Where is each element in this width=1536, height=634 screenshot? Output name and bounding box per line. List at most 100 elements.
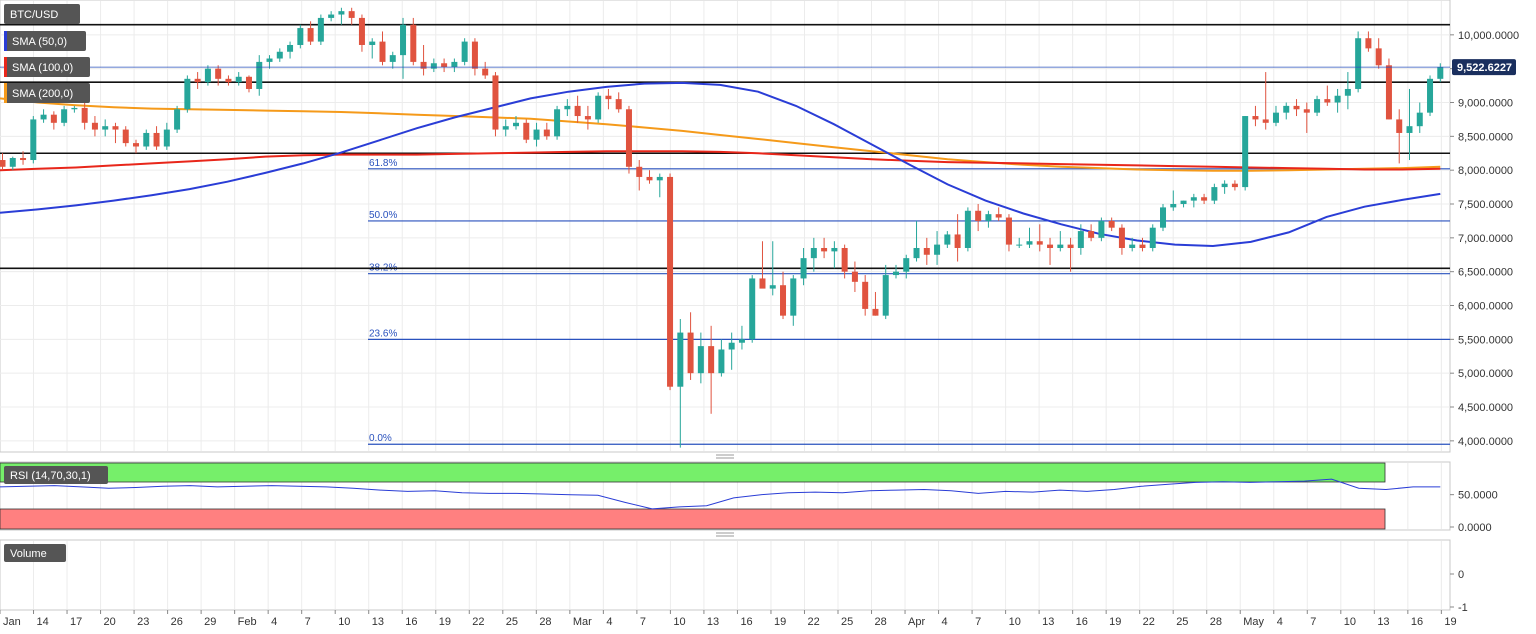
- symbol-tag[interactable]: BTC/USD: [4, 4, 80, 24]
- time-label: 23: [137, 616, 149, 628]
- candle-body: [975, 210, 982, 221]
- rsi-oversold-zone: [0, 508, 1386, 530]
- time-label: 25: [1176, 616, 1188, 628]
- pane-resize-handle-2[interactable]: [716, 532, 734, 537]
- time-label: Apr: [908, 616, 925, 628]
- time-label: 4: [606, 616, 612, 628]
- time-label: 22: [807, 616, 819, 628]
- candle-body: [821, 247, 828, 252]
- candle-body: [441, 63, 448, 68]
- candle-body: [954, 234, 961, 248]
- time-label: 25: [506, 616, 518, 628]
- time-label: 19: [439, 616, 451, 628]
- candle-body: [1180, 200, 1187, 205]
- candle-body: [1385, 65, 1392, 120]
- candle-body: [913, 247, 920, 259]
- candle-body: [1005, 217, 1012, 245]
- candle-body: [358, 17, 365, 45]
- time-label: 4: [271, 616, 277, 628]
- candle-body: [400, 24, 407, 56]
- candle-body: [656, 176, 663, 181]
- main-grid: [0, 1, 1450, 451]
- time-label: 7: [975, 616, 981, 628]
- sma200-line: [0, 97, 1441, 172]
- sma50-tag[interactable]: SMA (50,0): [4, 31, 86, 51]
- candle-body: [1314, 99, 1321, 113]
- time-label: 28: [1210, 616, 1222, 628]
- time-label: 16: [1076, 616, 1088, 628]
- volume-pane[interactable]: [0, 539, 1451, 611]
- candle-body: [1355, 38, 1362, 89]
- candle-body: [1129, 244, 1136, 248]
- candle-body: [625, 109, 632, 167]
- candle-body: [256, 61, 263, 89]
- price-label: 8,500.0000: [1458, 131, 1513, 143]
- candle-body: [944, 234, 951, 245]
- candle-body: [492, 75, 499, 130]
- candle-body: [533, 129, 540, 140]
- time-label: 7: [1310, 616, 1316, 628]
- time-label: 19: [774, 616, 786, 628]
- volume-axis: 0 -1: [1450, 569, 1468, 614]
- time-label: 7: [640, 616, 646, 628]
- candle-body: [9, 157, 16, 167]
- candle-body: [554, 109, 561, 137]
- sma100-label: SMA (100,0): [12, 62, 73, 74]
- rsi-overbought-zone: [0, 462, 1386, 483]
- candle-body: [646, 176, 653, 181]
- candle-body: [50, 114, 57, 123]
- time-label: 4: [942, 616, 948, 628]
- candle-body: [1201, 197, 1208, 201]
- time-label: 22: [472, 616, 484, 628]
- candle-body: [20, 157, 27, 161]
- pane-resize-handle-1[interactable]: [716, 454, 734, 459]
- candle-body: [995, 214, 1002, 218]
- candle-body: [1139, 244, 1146, 248]
- time-axis: Jan 14 17 20 23 26 29 Feb 4 7 10 13 16 19 22 25 28 Mar 4 7 1…: [0, 610, 1457, 628]
- candle-body: [40, 114, 47, 120]
- candle-body: [1427, 78, 1434, 113]
- sma100-tag[interactable]: SMA (100,0): [4, 57, 90, 77]
- time-label: 4: [1277, 616, 1283, 628]
- volume-tick-label: 0: [1458, 569, 1464, 581]
- candle-body: [1262, 119, 1269, 123]
- time-label: Mar: [573, 616, 592, 628]
- candle-body: [1396, 119, 1403, 133]
- volume-tag[interactable]: Volume: [4, 544, 66, 562]
- candle-body: [780, 285, 787, 316]
- candle-body: [1067, 244, 1074, 248]
- candle-body: [461, 41, 468, 62]
- fib-label: 23.6%: [369, 328, 397, 339]
- sma200-label: SMA (200,0): [12, 88, 73, 100]
- candles: [0, 7, 1444, 448]
- sma50-line: [0, 81, 1441, 248]
- candle-body: [523, 122, 530, 140]
- time-label: 22: [1143, 616, 1155, 628]
- candle-body: [759, 278, 766, 289]
- candle-body: [872, 308, 879, 316]
- main-plot-area[interactable]: [0, 0, 1451, 453]
- time-label: 10: [1009, 616, 1021, 628]
- sma-lines: [0, 81, 1441, 248]
- candle-body: [985, 214, 992, 221]
- candle-body: [0, 160, 6, 167]
- volume-label: Volume: [10, 548, 47, 560]
- rsi-tag[interactable]: RSI (14,70,30,1): [4, 466, 108, 484]
- time-label: 16: [1411, 616, 1423, 628]
- candle-body: [174, 109, 181, 130]
- price-label: 5,500.0000: [1458, 334, 1513, 346]
- candle-body: [841, 247, 848, 272]
- candle-body: [379, 41, 386, 62]
- candle-body: [1118, 227, 1125, 248]
- candle-body: [1416, 112, 1423, 127]
- candle-body: [1231, 183, 1238, 188]
- time-label: 10: [1344, 616, 1356, 628]
- sma200-tag[interactable]: SMA (200,0): [4, 83, 90, 103]
- price-label: 7,500.0000: [1458, 199, 1513, 211]
- price-label: 7,000.0000: [1458, 233, 1513, 245]
- time-label: 16: [405, 616, 417, 628]
- candle-body: [636, 166, 643, 177]
- time-label: 28: [539, 616, 551, 628]
- time-label: 10: [338, 616, 350, 628]
